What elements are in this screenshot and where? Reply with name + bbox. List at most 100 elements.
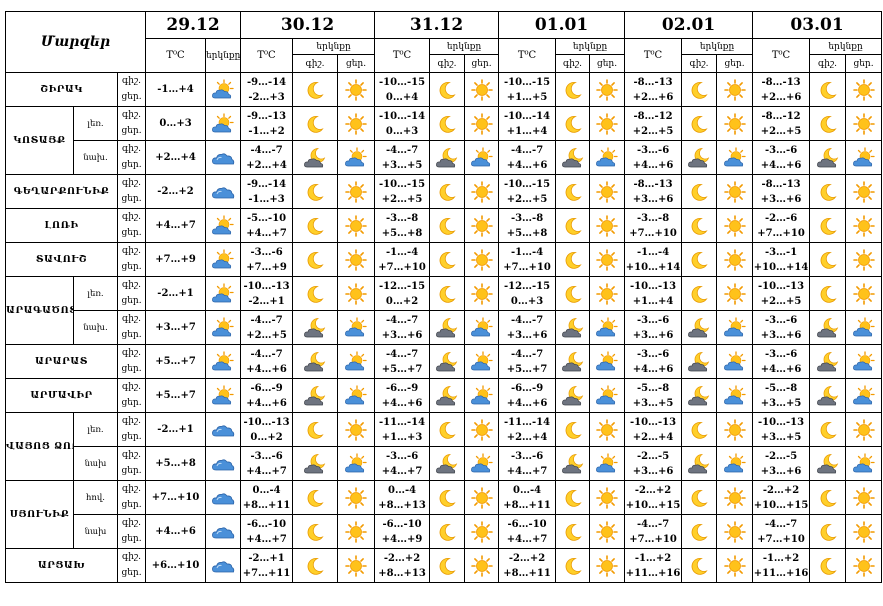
- partly-cloudy-icon: [716, 310, 754, 345]
- sun-icon: [845, 412, 883, 447]
- night-temperature: -2…-6: [764, 212, 798, 224]
- temperature-range: -1…-4 +10…+14: [624, 242, 683, 277]
- temperature-range: -3…-8 +5…+8: [374, 208, 431, 243]
- temperature-range: -1…-4 +7…+10: [498, 242, 557, 277]
- day-temperature: +4…+7: [246, 465, 287, 477]
- temperature-range: -10…-13 +3…+5: [752, 412, 811, 447]
- sun-icon: [845, 480, 883, 515]
- day-temperature: +5…+8: [506, 227, 548, 239]
- partly-cloudy-icon: [337, 446, 376, 481]
- partly-cloudy-icon: [205, 344, 242, 379]
- day-temperature: +4…+6: [145, 514, 207, 549]
- day-temperature: +3…+6: [632, 193, 674, 205]
- sun-icon: [337, 208, 376, 243]
- partly-cloudy-icon: [845, 344, 883, 379]
- sun-icon: [716, 276, 754, 311]
- day-temperature: +5…+8: [145, 446, 207, 481]
- sun-icon: [337, 106, 376, 141]
- day-temperature: +4…+6: [381, 397, 423, 409]
- sun-icon: [464, 174, 500, 209]
- partly-cloudy-icon: [205, 208, 242, 243]
- temperature-range: -10…-13 0…+2: [240, 412, 294, 447]
- cloud-icon: [205, 412, 242, 447]
- night-temperature: -2…-5: [764, 450, 798, 462]
- moon-icon: [681, 106, 718, 141]
- day-label: ցեր.: [116, 395, 147, 413]
- moon-icon: [555, 174, 591, 209]
- partly-cloudy-icon: [205, 378, 242, 413]
- night-temperature: -2…+2: [383, 552, 421, 564]
- temperature-range: -1…+2 +11…+16: [624, 548, 683, 583]
- moon-icon: [809, 548, 847, 583]
- moon-icon: [429, 106, 466, 141]
- table-row: ՍՅՈՒՆԻՔ հով. գիշ. +7…+10 0…-4 +8…+11 0…-4 +8…+1…: [5, 480, 883, 549]
- temp-header: T⁰C: [374, 38, 431, 73]
- night-temperature: -5…-8: [636, 382, 670, 394]
- day-temperature: +4…+6: [506, 159, 548, 171]
- moon-icon: [429, 412, 466, 447]
- temperature-range: -10…-13 +1…+4: [624, 276, 683, 311]
- moon-icon: [809, 72, 847, 107]
- sun-icon: [845, 242, 883, 277]
- sky-header: երկնքը: [555, 38, 626, 55]
- night-label: գիշ.: [116, 480, 147, 498]
- day-label: ցեր.: [116, 191, 147, 209]
- temperature-range: -2…+1 +7…+11: [240, 548, 294, 583]
- temperature-range: -6…-10 +4…+7: [240, 514, 294, 549]
- day-temperature: +10…+15: [753, 499, 809, 511]
- temperature-range: -10…-15 +2…+5: [374, 174, 431, 209]
- night-temperature: -2…+2: [508, 552, 546, 564]
- table-row: ԳԵՂԱՐՔՈՒՆԻՔ գիշ. -2…+2 -9…-14 -1…+3 -10…-15 +2…: [5, 174, 883, 209]
- day-temperature: +4…+6: [760, 159, 802, 171]
- night-temperature: -10…-13: [629, 280, 677, 292]
- sun-icon: [716, 514, 754, 549]
- day-header: ցեր.: [589, 54, 626, 73]
- day-label: ցեր.: [116, 327, 147, 345]
- moon-icon: [555, 548, 591, 583]
- cloudy-night-icon: [429, 310, 466, 345]
- temperature-range: -3…-6 +3…+6: [752, 310, 811, 345]
- sun-icon: [589, 480, 626, 515]
- sun-icon: [464, 412, 500, 447]
- day-temperature: -2…+1: [145, 412, 207, 447]
- moon-icon: [681, 514, 718, 549]
- day-temperature: +2…+4: [145, 140, 207, 175]
- moon-icon: [292, 480, 339, 515]
- cloudy-night-icon: [681, 140, 718, 175]
- partly-cloudy-icon: [716, 140, 754, 175]
- partly-cloudy-icon: [845, 378, 883, 413]
- day-temperature: -1…+2: [248, 125, 285, 137]
- temperature-range: -4…-7 +5…+7: [374, 344, 431, 379]
- moon-icon: [555, 480, 591, 515]
- night-label: գիշ.: [116, 140, 147, 158]
- moon-icon: [681, 276, 718, 311]
- night-temperature: -4…-7: [636, 518, 670, 530]
- day-temperature: +7…+9: [145, 242, 207, 277]
- moon-icon: [555, 514, 591, 549]
- day-temperature: +4…+7: [246, 227, 287, 239]
- cloud-icon: [205, 140, 242, 175]
- moon-icon: [429, 208, 466, 243]
- sun-icon: [589, 106, 626, 141]
- sun-icon: [845, 208, 883, 243]
- sun-icon: [464, 548, 500, 583]
- day-label: ցեր.: [116, 123, 147, 141]
- sun-icon: [716, 72, 754, 107]
- night-temperature: -4…-7: [250, 314, 283, 326]
- night-temperature: 0…-4: [252, 484, 281, 496]
- table-row: ցեր.: [6, 565, 882, 583]
- day-temperature: +4…+9: [381, 533, 423, 545]
- sun-icon: [845, 72, 883, 107]
- table-row: նախ. գիշ. +3…+7 -4…-7 +2…+5 -4…-7 +3…+6 -4…-7 +3…: [6, 310, 883, 345]
- sun-icon: [845, 106, 883, 141]
- day-label: ցեր.: [116, 497, 147, 515]
- temperature-range: -4…-7 +2…+4: [240, 140, 294, 175]
- subregion-label: լեռ.: [73, 106, 118, 141]
- temperature-range: -10…-13 +2…+5: [752, 276, 811, 311]
- day-temperature: +4…+6: [246, 397, 287, 409]
- day-temperature: +2…+5: [506, 193, 548, 205]
- day-label: ցեր.: [116, 157, 147, 175]
- night-temperature: -8…-13: [633, 178, 673, 190]
- sun-icon: [337, 276, 376, 311]
- partly-cloudy-icon: [589, 310, 626, 345]
